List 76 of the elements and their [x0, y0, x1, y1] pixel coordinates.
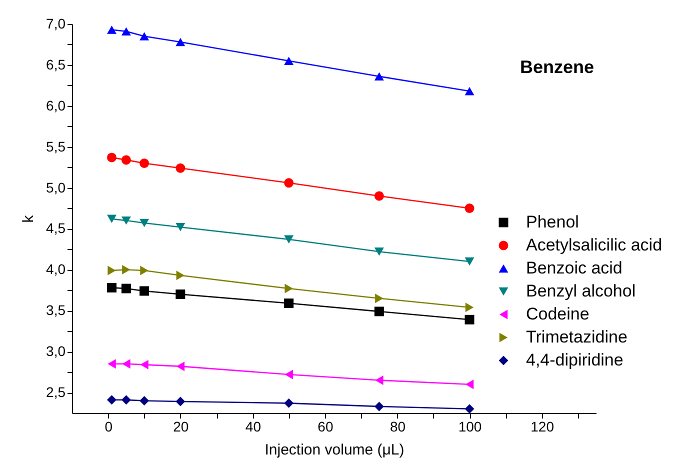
x-tick-label: 120 — [530, 418, 554, 434]
point — [176, 362, 185, 372]
point — [140, 266, 148, 276]
point — [284, 370, 293, 380]
point — [140, 158, 150, 168]
x-tick-label: 80 — [390, 418, 406, 434]
point — [140, 360, 148, 370]
point — [284, 284, 293, 294]
y-tick-label: 3,0 — [46, 343, 66, 360]
point — [284, 235, 294, 244]
point — [176, 270, 185, 280]
point — [465, 302, 474, 312]
point — [107, 26, 116, 34]
point — [464, 314, 474, 324]
point — [107, 282, 116, 292]
x-tick-label: 60 — [318, 418, 334, 434]
x-tick-label: 100 — [458, 418, 482, 434]
point — [107, 152, 116, 162]
legend-label: Phenol — [526, 212, 579, 232]
x-tick-label: 0 — [104, 418, 113, 434]
point — [121, 284, 131, 294]
legend-label: Acetylsalicilic acid — [526, 236, 662, 254]
x-tick-label: 20 — [173, 418, 189, 434]
point — [121, 27, 131, 36]
annotation: Benzene — [520, 57, 594, 77]
point — [374, 248, 384, 256]
x-axis-title: Injection volume (μL) — [264, 442, 404, 458]
point — [374, 191, 384, 201]
y-tick-label: 4,0 — [46, 261, 66, 278]
point — [464, 257, 474, 266]
point — [121, 155, 131, 165]
point — [107, 395, 116, 405]
point — [140, 396, 150, 406]
point — [284, 56, 294, 65]
point — [108, 266, 116, 276]
point — [374, 72, 384, 81]
y-tick-label: 6,0 — [46, 97, 66, 114]
y-tick-label: 3,5 — [46, 302, 66, 318]
y-tick-label: 5,0 — [46, 179, 66, 196]
point — [122, 359, 130, 369]
point — [374, 306, 384, 316]
point — [374, 402, 384, 412]
point — [140, 32, 150, 40]
point — [176, 290, 186, 299]
point — [176, 38, 186, 46]
y-tick-label: 5,5 — [46, 138, 66, 154]
point — [284, 298, 294, 308]
point — [284, 178, 294, 188]
legend-label: Benzyl alcohol — [526, 282, 636, 300]
point — [176, 222, 186, 232]
legend-label: Trimetazidine — [526, 328, 628, 346]
point — [375, 376, 384, 385]
point — [140, 286, 150, 296]
point — [464, 204, 474, 213]
point — [107, 214, 116, 224]
point — [122, 264, 130, 274]
point — [284, 398, 294, 408]
legend-label: 4,4-dipiridine — [526, 350, 624, 370]
y-tick-label: 2,5 — [46, 384, 66, 400]
point — [176, 396, 186, 406]
y-tick-label: 6,5 — [46, 56, 66, 72]
point — [121, 395, 131, 405]
point — [464, 404, 474, 414]
point — [121, 216, 131, 225]
x-tick-label: 40 — [245, 418, 262, 434]
point — [108, 359, 116, 369]
y-axis-title: k — [20, 214, 38, 223]
legend-label: Codeine — [526, 304, 590, 324]
point — [464, 87, 474, 96]
legend-label: Benzoic acid — [526, 258, 622, 278]
point — [140, 218, 150, 228]
y-tick-label: 7,0 — [46, 16, 66, 32]
point — [176, 163, 186, 173]
point — [465, 380, 474, 390]
point — [375, 294, 384, 304]
y-tick-label: 4,5 — [46, 220, 66, 236]
